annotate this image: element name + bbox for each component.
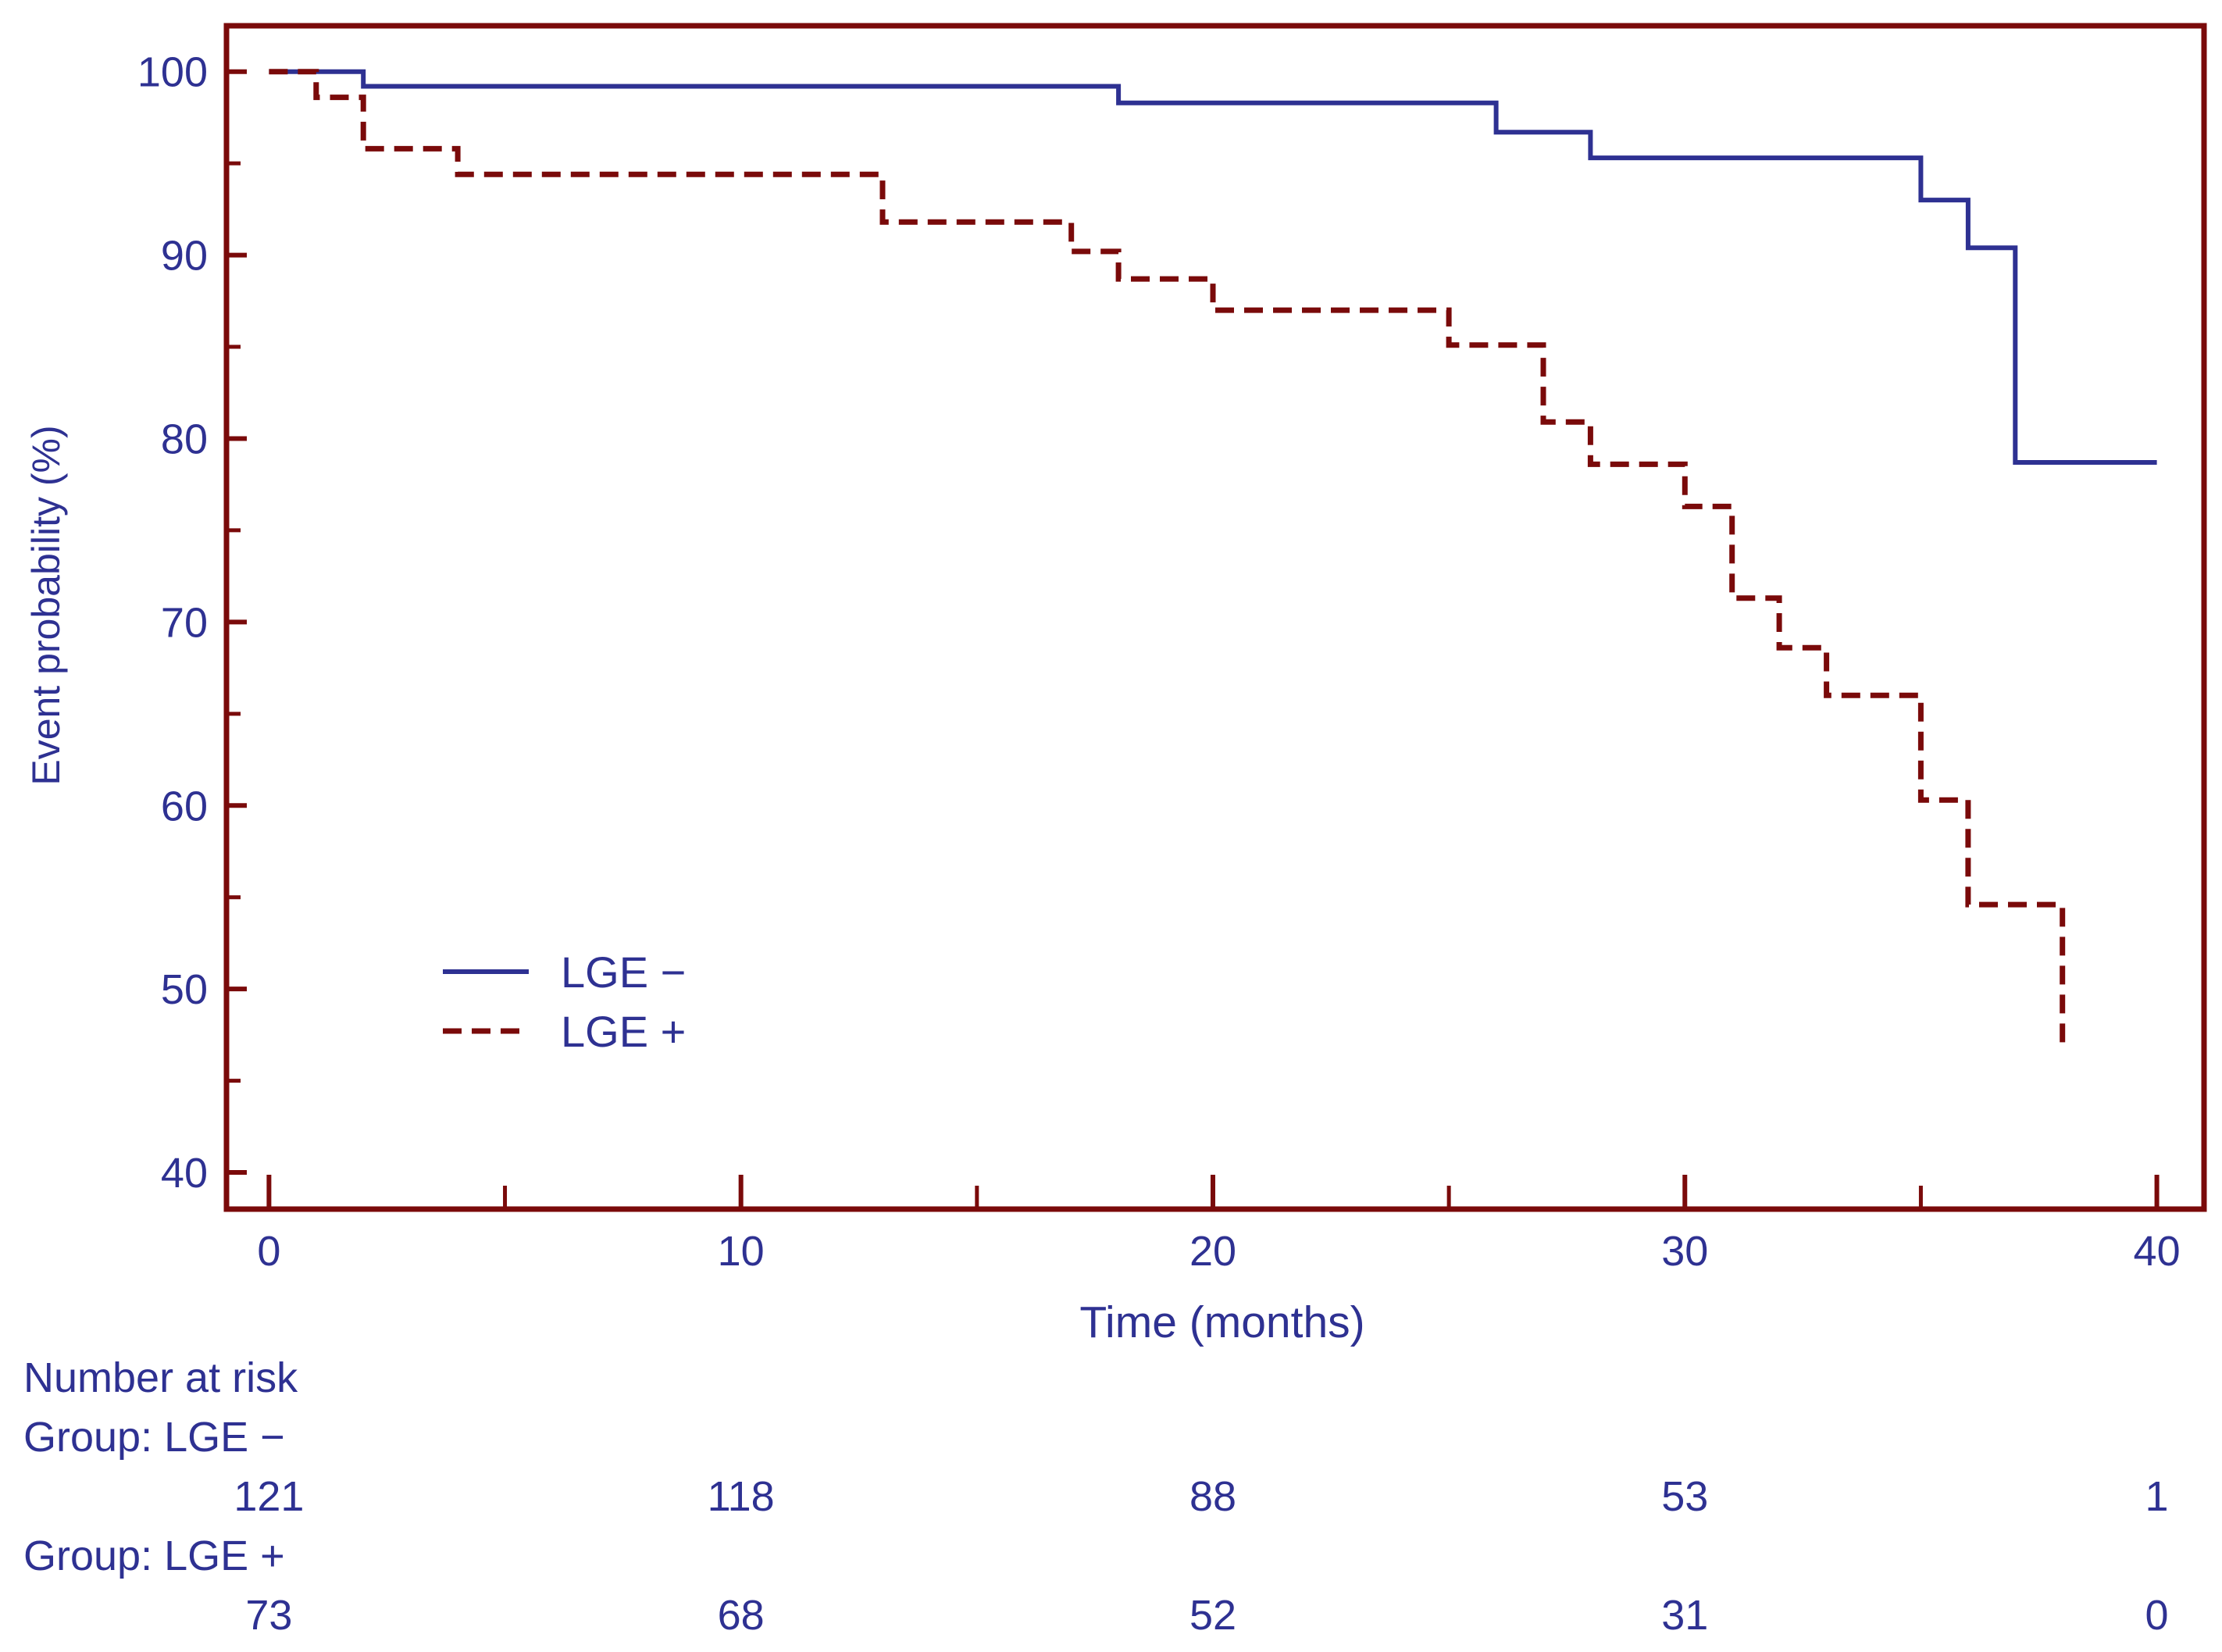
at-risk-count: 31 xyxy=(1661,1592,1708,1639)
at-risk-count: 73 xyxy=(245,1592,292,1639)
at-risk-count: 0 xyxy=(2145,1592,2169,1639)
at-risk-count: 52 xyxy=(1189,1592,1236,1639)
curves-layer xyxy=(269,69,2157,1051)
plot-frame xyxy=(223,23,2207,1212)
y-tick-label: 70 xyxy=(161,599,208,646)
y-tick-label: 90 xyxy=(161,233,208,280)
x-tick-label: 20 xyxy=(1189,1228,1236,1275)
y-axis-title: Event probability (%) xyxy=(24,425,68,785)
x-tick-label: 40 xyxy=(2134,1228,2181,1275)
x-tick-label: 30 xyxy=(1661,1228,1708,1275)
curve-lge-negative xyxy=(269,69,2157,465)
legend-label-lge-positive: LGE + xyxy=(561,1007,686,1056)
number-at-risk-table: Number at risk Group: LGE − 121 118 88 53 1 Gr… xyxy=(23,1354,2169,1639)
at-risk-count: 1 xyxy=(2145,1473,2169,1520)
legend: LGE − LGE + xyxy=(443,947,686,1056)
y-tick-label: 60 xyxy=(161,783,208,830)
y-tick-label: 50 xyxy=(161,966,208,1013)
at-risk-count: 121 xyxy=(234,1473,304,1520)
ticks-layer: 40 50 60 70 80 90 100 0 10 20 30 40 xyxy=(137,49,2181,1275)
x-tick-label: 0 xyxy=(257,1228,280,1275)
labels-layer: Event probability (%) Time (months) xyxy=(24,425,1365,1347)
x-tick-label: 10 xyxy=(718,1228,765,1275)
at-risk-count: 68 xyxy=(718,1592,765,1639)
curve-lge-positive xyxy=(269,69,2066,1051)
at-risk-count: 88 xyxy=(1189,1473,1236,1520)
at-risk-count: 53 xyxy=(1661,1473,1708,1520)
y-tick-label: 80 xyxy=(161,416,208,462)
y-tick-label: 100 xyxy=(137,49,208,96)
plot-frame-layer xyxy=(223,23,2207,1212)
y-tick-label: 40 xyxy=(161,1150,208,1197)
at-risk-title: Number at risk xyxy=(23,1354,298,1401)
at-risk-count: 118 xyxy=(708,1473,775,1520)
x-axis-title: Time (months) xyxy=(1079,1297,1364,1347)
at-risk-group-label: Group: LGE + xyxy=(23,1532,285,1579)
legend-label-lge-negative: LGE − xyxy=(561,947,686,997)
at-risk-group-label: Group: LGE − xyxy=(23,1414,285,1461)
